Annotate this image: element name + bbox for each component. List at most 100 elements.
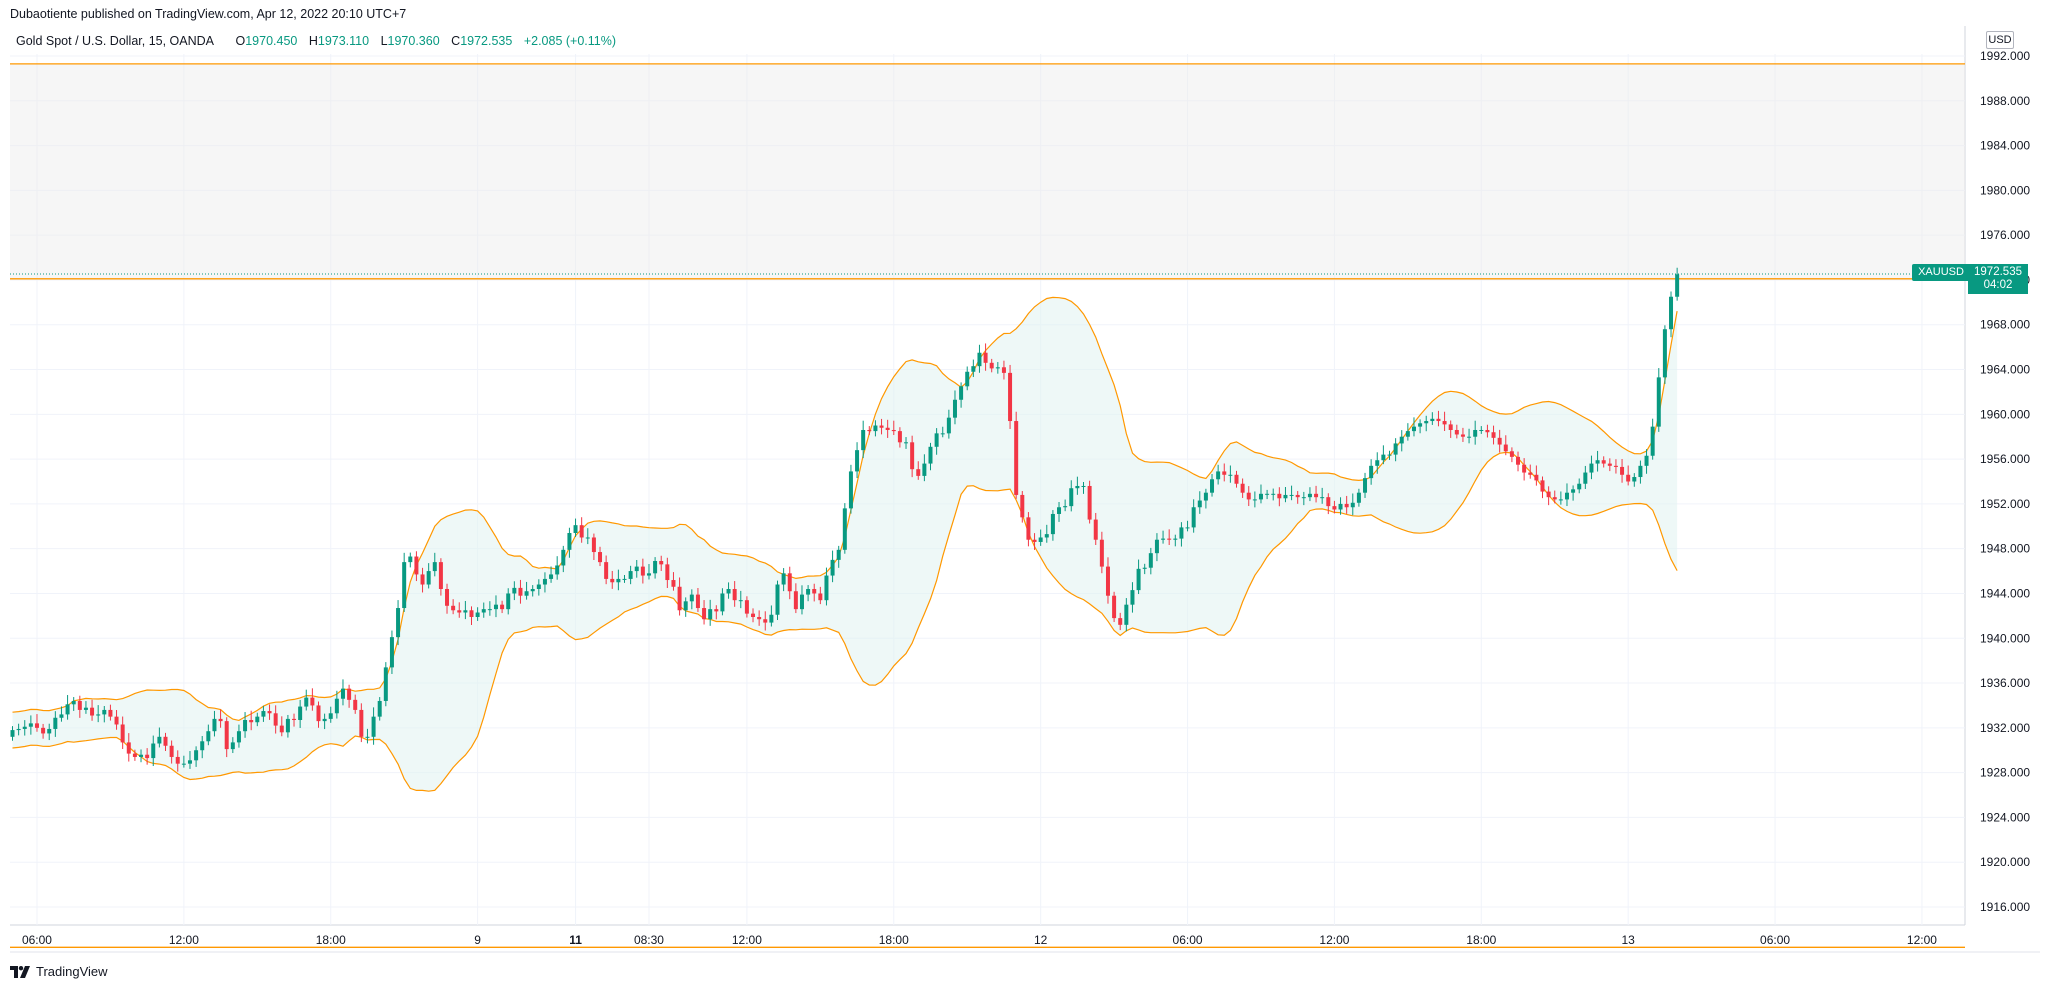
candle-up[interactable] xyxy=(1338,497,1343,515)
candle-up[interactable] xyxy=(683,597,688,617)
candle-up[interactable] xyxy=(861,420,866,459)
candle-up[interactable] xyxy=(536,579,541,596)
candle-up[interactable] xyxy=(977,344,982,373)
candle-down[interactable] xyxy=(445,583,450,614)
candle-up[interactable] xyxy=(396,600,401,646)
candle-up[interactable] xyxy=(1375,452,1380,474)
candle-down[interactable] xyxy=(714,605,719,620)
candle-up[interactable] xyxy=(139,749,144,763)
candle-up[interactable] xyxy=(1589,455,1594,480)
candle-up[interactable] xyxy=(1271,488,1276,501)
candle-up[interactable] xyxy=(487,601,492,616)
candle-down[interactable] xyxy=(175,750,180,772)
candle-up[interactable] xyxy=(946,409,951,439)
candle-up[interactable] xyxy=(340,679,345,706)
candle-down[interactable] xyxy=(879,418,884,435)
candle-down[interactable] xyxy=(1516,451,1521,472)
candle-up[interactable] xyxy=(842,503,847,554)
candle-down[interactable] xyxy=(744,596,749,618)
candle-up[interactable] xyxy=(59,706,64,722)
candle-up[interactable] xyxy=(1393,438,1398,462)
candle-down[interactable] xyxy=(1503,435,1508,456)
symbol-title[interactable]: Gold Spot / U.S. Dollar, 15, OANDA xyxy=(16,34,214,48)
candle-up[interactable] xyxy=(1411,417,1416,437)
candle-up[interactable] xyxy=(1191,499,1196,533)
candle-up[interactable] xyxy=(824,567,829,606)
candle-up[interactable] xyxy=(1185,520,1190,532)
candle-down[interactable] xyxy=(1087,480,1092,524)
candle-up[interactable] xyxy=(298,699,303,728)
candle-down[interactable] xyxy=(310,688,315,711)
candle-down[interactable] xyxy=(1234,470,1239,488)
candle-up[interactable] xyxy=(243,712,248,738)
candle-up[interactable] xyxy=(1350,493,1355,516)
candle-down[interactable] xyxy=(751,608,756,623)
candle-down[interactable] xyxy=(114,710,119,730)
candle-up[interactable] xyxy=(1369,459,1374,485)
candle-up[interactable] xyxy=(481,602,486,618)
candle-up[interactable] xyxy=(549,566,554,583)
candle-up[interactable] xyxy=(799,585,804,615)
candle-up[interactable] xyxy=(1161,530,1166,544)
candle-up[interactable] xyxy=(255,712,260,727)
candle-up[interactable] xyxy=(1142,563,1147,575)
candle-up[interactable] xyxy=(1289,485,1294,501)
candle-up[interactable] xyxy=(1057,501,1062,522)
candle-down[interactable] xyxy=(604,555,609,585)
candle-up[interactable] xyxy=(781,568,786,592)
candle-down[interactable] xyxy=(1020,491,1025,523)
candle-up[interactable] xyxy=(1571,485,1576,501)
candle-down[interactable] xyxy=(1332,500,1337,514)
candle-up[interactable] xyxy=(506,588,511,615)
candle-up[interactable] xyxy=(187,751,192,769)
candle-down[interactable] xyxy=(891,420,896,436)
candle-up[interactable] xyxy=(585,528,590,545)
candle-up[interactable] xyxy=(971,359,976,378)
candle-down[interactable] xyxy=(457,602,462,618)
candle-up[interactable] xyxy=(402,552,407,612)
candle-up[interactable] xyxy=(573,518,578,537)
candle-down[interactable] xyxy=(1485,424,1490,438)
candle-up[interactable] xyxy=(334,690,339,719)
candle-down[interactable] xyxy=(273,705,278,734)
candle-down[interactable] xyxy=(1001,360,1006,380)
candle-down[interactable] xyxy=(353,694,358,714)
candle-down[interactable] xyxy=(1295,491,1300,504)
candle-down[interactable] xyxy=(1607,458,1612,472)
candle-up[interactable] xyxy=(904,437,909,449)
candle-down[interactable] xyxy=(1626,465,1631,486)
candle-down[interactable] xyxy=(1344,495,1349,514)
candle-up[interactable] xyxy=(1154,533,1159,562)
candle-down[interactable] xyxy=(1099,531,1104,574)
candle-up[interactable] xyxy=(965,366,970,391)
candle-up[interactable] xyxy=(830,550,835,583)
candle-down[interactable] xyxy=(897,427,902,448)
candle-up[interactable] xyxy=(1265,489,1270,500)
candle-up[interactable] xyxy=(512,581,517,601)
candle-up[interactable] xyxy=(1179,522,1184,547)
candle-down[interactable] xyxy=(671,572,676,591)
candle-down[interactable] xyxy=(438,558,443,596)
candle-down[interactable] xyxy=(34,714,39,732)
candle-up[interactable] xyxy=(775,580,780,621)
candle-down[interactable] xyxy=(1534,465,1539,486)
candle-up[interactable] xyxy=(285,714,290,738)
candle-up[interactable] xyxy=(1148,547,1153,575)
candle-up[interactable] xyxy=(689,589,694,610)
candle-up[interactable] xyxy=(653,557,658,579)
candle-up[interactable] xyxy=(738,590,743,609)
tradingview-logo[interactable]: TradingView xyxy=(10,964,108,979)
candle-up[interactable] xyxy=(720,588,725,616)
candle-down[interactable] xyxy=(249,710,254,731)
candle-down[interactable] xyxy=(1528,464,1533,479)
candle-down[interactable] xyxy=(659,555,664,571)
candle-down[interactable] xyxy=(677,577,682,616)
candle-up[interactable] xyxy=(855,442,860,479)
candle-down[interactable] xyxy=(1222,463,1227,482)
candle-up[interactable] xyxy=(1063,499,1068,512)
candle-up[interactable] xyxy=(1173,534,1178,547)
candle-up[interactable] xyxy=(432,552,437,577)
candle-up[interactable] xyxy=(102,706,107,723)
candle-down[interactable] xyxy=(1540,476,1545,499)
candle-down[interactable] xyxy=(885,419,890,438)
